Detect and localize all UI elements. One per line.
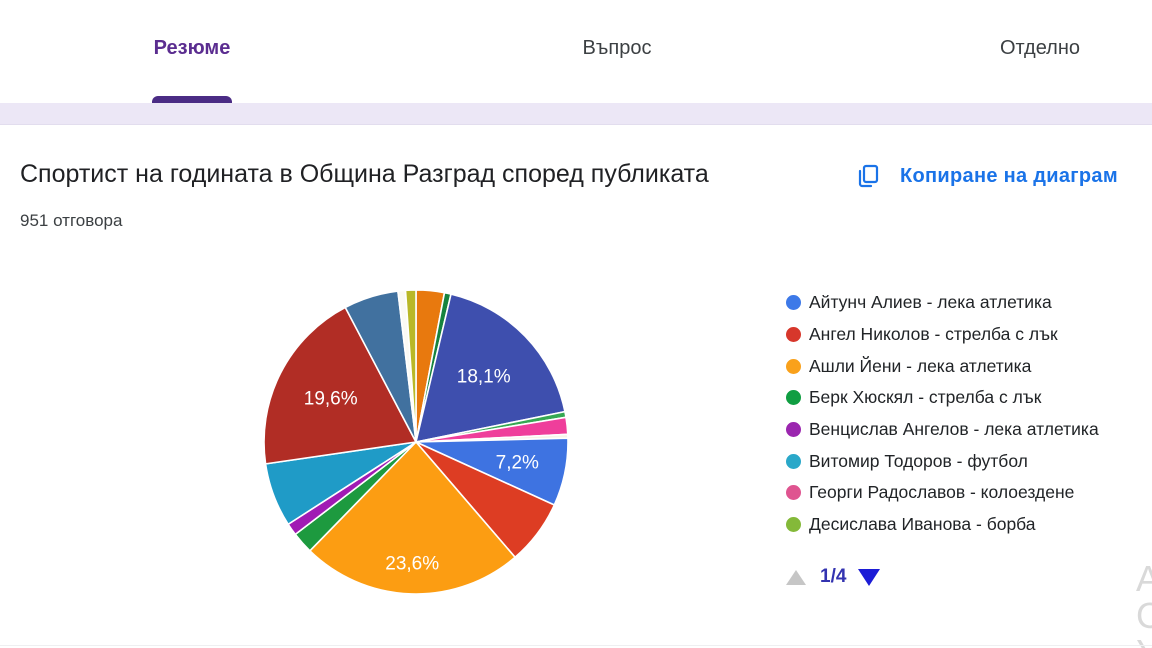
tab-summary[interactable]: Резюме (153, 36, 231, 59)
page-indicator: 1/4 (820, 566, 847, 587)
legend-item: Берк Хюскял - стрелба с лък (786, 382, 1152, 414)
legend-item: Ашли Йени - лека атлетика (786, 350, 1152, 382)
legend-item-label: Айтунч Алиев - лека атлетика (809, 292, 1052, 313)
pie-slice-label: 23,6% (385, 554, 439, 575)
legend-color-dot (786, 485, 801, 501)
tab-question[interactable]: Въпрос (582, 36, 652, 59)
pie-chart-container: 18,1% 7,2% 23,6% 19,6% (246, 272, 586, 612)
legend-item: Десислава Иванова - борба (786, 509, 1152, 541)
response-count: 951 отговора (20, 211, 123, 230)
legend-item-label: Витомир Тодоров - футбол (809, 450, 1028, 471)
legend-item: Айтунч Алиев - лека атлетика (786, 287, 1152, 319)
legend-color-dot (786, 453, 801, 469)
legend-item-label: Ангел Николов - стрелба с лък (809, 324, 1058, 345)
legend-pagination: 1/4 (786, 566, 881, 588)
legend-color-dot (786, 517, 801, 533)
legend-color-dot (786, 358, 801, 374)
header-divider-band (0, 103, 1152, 125)
tab-bar: Резюме Въпрос Отделно (0, 0, 1152, 96)
page-up-icon[interactable] (786, 569, 806, 585)
question-title: Спортист на годината в Община Разград сп… (20, 160, 709, 188)
copy-chart-label: Копиране на диаграм (900, 164, 1118, 187)
chart-legend: Айтунч Алиев - лека атлетика Ангел Никол… (786, 287, 1152, 541)
legend-item-label: Венцислав Ангелов - лека атлетика (809, 419, 1099, 440)
legend-item-label: Георги Радославов - колоездене (809, 482, 1075, 503)
legend-color-dot (786, 390, 801, 406)
legend-color-dot (786, 327, 801, 343)
pie-slice-label: 18,1% (457, 366, 511, 387)
pie-slice-label: 7,2% (496, 453, 539, 474)
pie-slice[interactable] (263, 306, 418, 465)
legend-color-dot (786, 422, 801, 438)
edge-letter: А (1136, 558, 1152, 599)
pie-slice-label: 19,6% (304, 389, 358, 410)
pie-slice[interactable] (414, 293, 566, 444)
legend-item: Ангел Николов - стрелба с лък (786, 319, 1152, 351)
tab-individual[interactable]: Отделно (999, 36, 1081, 59)
page-down-icon[interactable] (858, 568, 881, 586)
legend-item-label: Десислава Иванова - борба (809, 514, 1036, 535)
legend-item: Георги Радославов - колоездене (786, 477, 1152, 509)
legend-item: Витомир Тодоров - футбол (786, 445, 1152, 477)
legend-item-label: Берк Хюскял - стрелба с лък (809, 387, 1042, 408)
edge-letter: У (1136, 632, 1152, 648)
edge-letter: С (1136, 595, 1152, 636)
legend-item: Венцислав Ангелов - лека атлетика (786, 414, 1152, 446)
clipped-edge-text: А С У (1128, 555, 1152, 648)
legend-item-label: Ашли Йени - лека атлетика (809, 355, 1032, 376)
active-tab-indicator (152, 96, 232, 104)
pie-slice[interactable] (404, 289, 417, 443)
bottom-divider (0, 645, 1152, 646)
pie-slice[interactable] (308, 440, 517, 595)
legend-color-dot (786, 295, 801, 311)
pie-chart: 18,1% 7,2% 23,6% 19,6% (263, 289, 569, 595)
copy-icon (856, 164, 880, 188)
copy-chart-button[interactable]: Копиране на диаграм (856, 158, 1152, 194)
